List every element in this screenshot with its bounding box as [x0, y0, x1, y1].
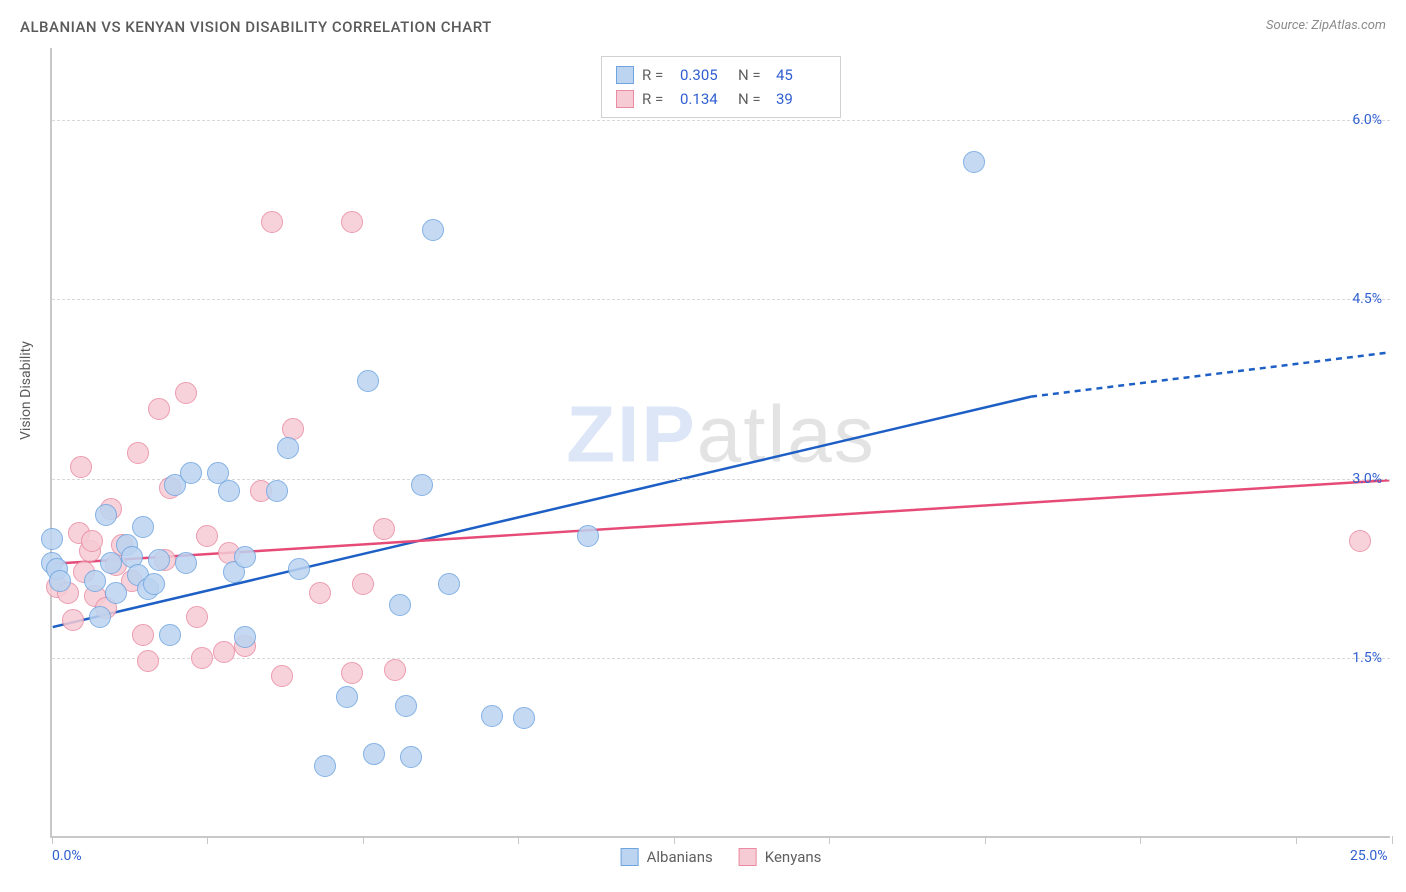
kenyan-point — [70, 456, 92, 478]
kenyan-point — [62, 609, 84, 631]
albanian-point — [84, 570, 106, 592]
x-tick — [1392, 836, 1393, 844]
y-axis-label: Vision Disability — [18, 341, 34, 440]
albanian-point — [357, 370, 379, 392]
albanian-point — [95, 504, 117, 526]
kenyan-point — [373, 518, 395, 540]
albanian-point — [143, 573, 165, 595]
kenyan-point — [196, 525, 218, 547]
kenyan-point — [137, 650, 159, 672]
albanian-point — [148, 549, 170, 571]
x-tick — [1296, 836, 1297, 844]
albanian-point — [159, 624, 181, 646]
kenyan-point — [127, 442, 149, 464]
x-tick — [674, 836, 675, 844]
albanian-point — [105, 582, 127, 604]
albanian-point — [336, 686, 358, 708]
kenyan-point — [186, 606, 208, 628]
regression-line — [1031, 352, 1389, 396]
gridline — [52, 299, 1390, 300]
albanian-point — [100, 552, 122, 574]
swatch-albanians — [621, 848, 639, 866]
x-tick — [52, 836, 53, 844]
albanian-point — [234, 626, 256, 648]
legend-item-kenyans: Kenyans — [739, 848, 822, 866]
albanian-point — [132, 516, 154, 538]
x-tick — [985, 836, 986, 844]
kenyan-point — [213, 641, 235, 663]
kenyan-point — [261, 211, 283, 233]
albanian-point — [314, 755, 336, 777]
y-tick-label: 3.0% — [1352, 471, 1382, 487]
legend-label-kenyans: Kenyans — [765, 848, 822, 866]
legend-series: Albanians Kenyans — [621, 848, 822, 866]
albanian-point — [438, 573, 460, 595]
albanian-point — [411, 474, 433, 496]
swatch-kenyans — [739, 848, 757, 866]
albanian-point — [175, 552, 197, 574]
chart-title: ALBANIAN VS KENYAN VISION DISABILITY COR… — [20, 18, 492, 36]
y-tick-label: 4.5% — [1352, 291, 1382, 307]
albanian-point — [89, 606, 111, 628]
kenyan-point — [271, 665, 293, 687]
y-tick-label: 6.0% — [1352, 112, 1382, 128]
y-tick-label: 1.5% — [1352, 650, 1382, 666]
kenyan-point — [132, 624, 154, 646]
albanian-point — [180, 462, 202, 484]
albanian-point — [395, 695, 417, 717]
albanian-point — [288, 558, 310, 580]
albanian-point — [234, 546, 256, 568]
gridline — [52, 120, 1390, 121]
kenyan-point — [175, 382, 197, 404]
albanian-point — [400, 746, 422, 768]
kenyan-point — [191, 647, 213, 669]
kenyan-point — [384, 659, 406, 681]
kenyan-point — [309, 582, 331, 604]
albanian-point — [513, 707, 535, 729]
albanian-point — [277, 437, 299, 459]
regression-lines — [52, 48, 1390, 836]
albanian-point — [363, 743, 385, 765]
albanian-point — [266, 480, 288, 502]
albanian-point — [218, 480, 240, 502]
kenyan-point — [352, 573, 374, 595]
x-tick-label: 25.0% — [1350, 848, 1388, 864]
kenyan-point — [1349, 530, 1371, 552]
albanian-point — [389, 594, 411, 616]
legend-item-albanians: Albanians — [621, 848, 713, 866]
x-tick — [207, 836, 208, 844]
plot-area: ZIPatlas R = 0.305 N = 45 R = 0.134 N = … — [50, 48, 1390, 838]
x-tick — [518, 836, 519, 844]
chart-container: ALBANIAN VS KENYAN VISION DISABILITY COR… — [0, 0, 1406, 892]
albanian-point — [963, 151, 985, 173]
chart-source: Source: ZipAtlas.com — [1266, 18, 1386, 33]
kenyan-point — [81, 530, 103, 552]
kenyan-point — [341, 662, 363, 684]
albanian-point — [422, 219, 444, 241]
kenyan-point — [341, 211, 363, 233]
legend-label-albanians: Albanians — [647, 848, 713, 866]
albanian-point — [577, 525, 599, 547]
x-tick — [363, 836, 364, 844]
gridline — [52, 479, 1390, 480]
albanian-point — [481, 705, 503, 727]
albanian-point — [49, 570, 71, 592]
kenyan-point — [148, 398, 170, 420]
albanian-point — [41, 528, 63, 550]
x-tick-label: 0.0% — [52, 848, 82, 864]
x-tick — [829, 836, 830, 844]
x-tick — [1140, 836, 1141, 844]
gridline — [52, 658, 1390, 659]
